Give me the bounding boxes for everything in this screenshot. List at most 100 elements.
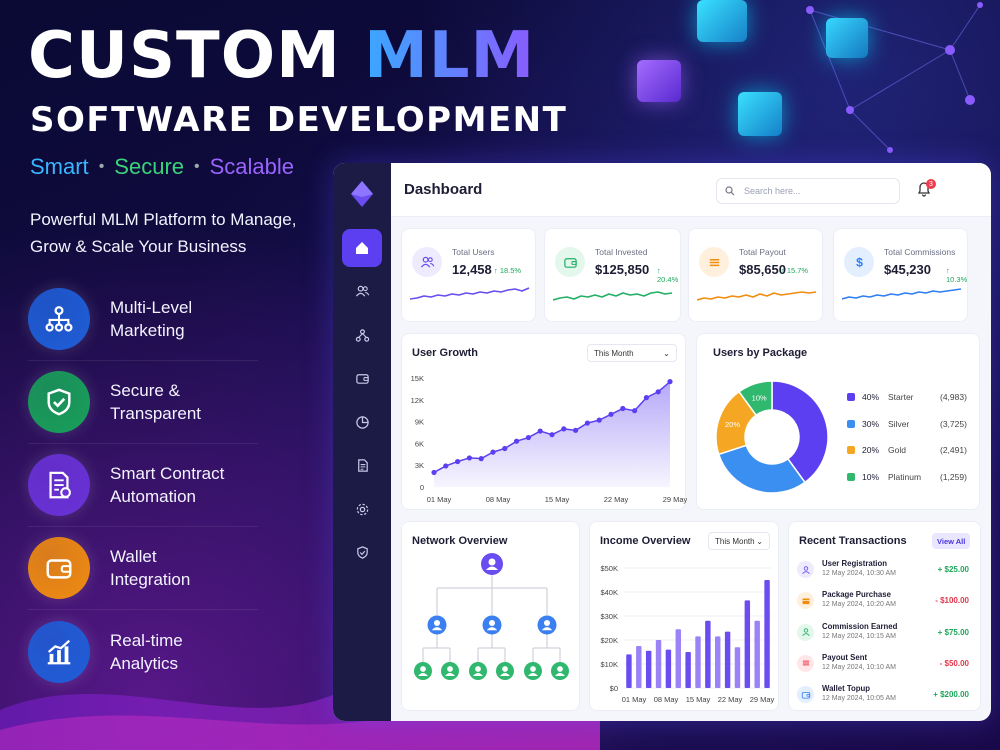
stat-card: $ Total Commissions $45,230 ↑ 10.3% <box>833 228 968 322</box>
income-chart: $50K $40K $30K $20K $10K $0 01 May 08 May 15 May… <box>600 564 775 704</box>
transaction-row[interactable]: Package Purchase 12 May 2024, 10:20 AM - $… <box>797 588 969 619</box>
legend-item: 30% Silver (3,725) <box>847 411 972 438</box>
network-card: Network Overview <box>401 521 580 711</box>
bar <box>645 650 652 688</box>
data-point <box>584 420 590 426</box>
bar <box>734 647 741 688</box>
dashboard-window: Dashboard Search here... 3 Total Users 12… <box>333 163 991 721</box>
legend-name: Gold <box>888 445 906 456</box>
level2-node[interactable] <box>524 662 542 680</box>
user-icon <box>801 628 810 637</box>
network-title: Network Overview <box>412 535 508 547</box>
legend-percent: 10% <box>862 471 880 482</box>
stat-label: Total Payout <box>739 247 786 257</box>
stat-icon-badge <box>412 247 442 277</box>
logo-icon <box>351 181 373 207</box>
transaction-row[interactable]: User Registration 12 May 2024, 10:30 AM + … <box>797 557 969 588</box>
y-tick-label: $0 <box>610 684 618 693</box>
tagline-separator: • <box>194 158 200 175</box>
sidebar-item-users[interactable] <box>342 273 382 311</box>
topbar: Dashboard Search here... 3 <box>391 163 991 217</box>
tagline: Smart • Secure • Scalable <box>30 154 294 180</box>
document-icon <box>357 459 368 472</box>
data-point <box>455 458 461 465</box>
data-point <box>549 432 555 438</box>
transaction-row[interactable]: Wallet Topup 12 May 2024, 10:05 AM + $200.… <box>797 682 969 713</box>
notification-badge: 3 <box>926 179 936 189</box>
level2-node[interactable] <box>551 662 569 680</box>
data-point <box>643 395 649 401</box>
hero-title: CUSTOM MLM <box>28 19 536 93</box>
transaction-amount: + $200.00 <box>933 690 969 700</box>
stat-card: Total Invested $125,850 ↑ 20.4% <box>544 228 681 322</box>
x-tick-label: 29 May <box>750 695 775 704</box>
stat-card: Total Users 12,458 ↑ 18.5% <box>401 228 536 322</box>
level1-node[interactable] <box>537 615 557 635</box>
level2-node[interactable] <box>496 662 514 680</box>
transaction-icon-badge <box>797 654 814 672</box>
sidebar-item-home[interactable] <box>342 229 382 267</box>
shield-icon <box>356 546 368 559</box>
stat-label: Total Invested <box>595 247 648 257</box>
sidebar-item-wallet[interactable] <box>342 360 382 398</box>
wallet-icon <box>563 257 577 268</box>
x-tick-label: 01 May <box>622 695 647 704</box>
network-tree <box>414 553 569 680</box>
view-all-button[interactable]: View All <box>932 533 971 549</box>
hero-subtitle: SOFTWARE DEVELOPMENT <box>30 100 568 140</box>
bar <box>724 631 731 688</box>
stat-change: ↑ 18.5% <box>494 266 522 275</box>
search-icon <box>725 186 735 196</box>
decor-cube <box>826 18 868 58</box>
bell-icon[interactable] <box>916 181 932 197</box>
transaction-row[interactable]: Payout Sent 12 May 2024, 10:10 AM - $50.00 <box>797 651 969 682</box>
package-card: Users by Package 20% 10% 40% Starter (4,983… <box>696 333 980 510</box>
stat-sparkline <box>410 287 530 300</box>
feature-item: Real-time Analytics <box>28 610 258 693</box>
level1-node[interactable] <box>427 615 447 635</box>
level2-node[interactable] <box>469 662 487 680</box>
feature-icon-badge <box>28 620 90 683</box>
sidebar-item-pie-chart[interactable] <box>342 403 382 441</box>
sidebar-item-settings[interactable] <box>342 490 382 528</box>
bar <box>754 620 760 688</box>
stat-icon-badge: $ <box>844 247 874 277</box>
legend-count: (4,983) <box>940 392 967 403</box>
user-growth-filter[interactable]: This Month ⌄ <box>587 344 677 362</box>
x-tick-label: 01 May <box>427 495 452 504</box>
legend-count: (3,725) <box>940 418 967 429</box>
area-fill <box>434 381 670 487</box>
level1-node[interactable] <box>482 615 502 635</box>
contract-icon <box>49 471 71 499</box>
transaction-icon-badge <box>797 623 814 641</box>
feature-label: Secure & Transparent <box>110 381 202 423</box>
root-node[interactable] <box>481 553 503 575</box>
income-filter[interactable]: This Month ⌄ <box>708 532 770 550</box>
legend-percent: 30% <box>862 418 880 429</box>
feature-item: Secure & Transparent <box>28 361 258 444</box>
sidebar-item-network[interactable] <box>342 316 382 354</box>
transaction-name: Commission Earned <box>822 621 898 631</box>
data-point <box>561 426 567 432</box>
feature-label: Wallet Integration <box>110 547 191 589</box>
sidebar-item-document[interactable] <box>342 447 382 485</box>
transaction-icon-badge <box>797 561 814 578</box>
legend-percent: 20% <box>862 445 880 456</box>
level2-node[interactable] <box>441 662 459 680</box>
legend-item: 40% Starter (4,983) <box>847 384 972 411</box>
feature-list: Multi-Level Marketing Secure & Transparen… <box>28 278 258 693</box>
page-title: Dashboard <box>404 181 483 198</box>
data-point <box>620 405 626 412</box>
level2-node[interactable] <box>414 662 432 680</box>
x-tick-label: 22 May <box>604 495 629 504</box>
stat-change: ↑ 10.3% <box>946 266 968 284</box>
legend-item: 10% Platinum (1,259) <box>847 464 972 491</box>
sidebar-item-shield[interactable] <box>342 534 382 572</box>
wallet-icon <box>801 691 810 699</box>
search-input[interactable]: Search here... <box>716 178 900 204</box>
bar <box>685 652 691 688</box>
transaction-row[interactable]: Commission Earned 12 May 2024, 10:15 AM + … <box>797 620 969 651</box>
stat-sparkline <box>553 291 673 301</box>
legend-item: 20% Gold (2,491) <box>847 437 972 464</box>
bar <box>626 654 632 688</box>
